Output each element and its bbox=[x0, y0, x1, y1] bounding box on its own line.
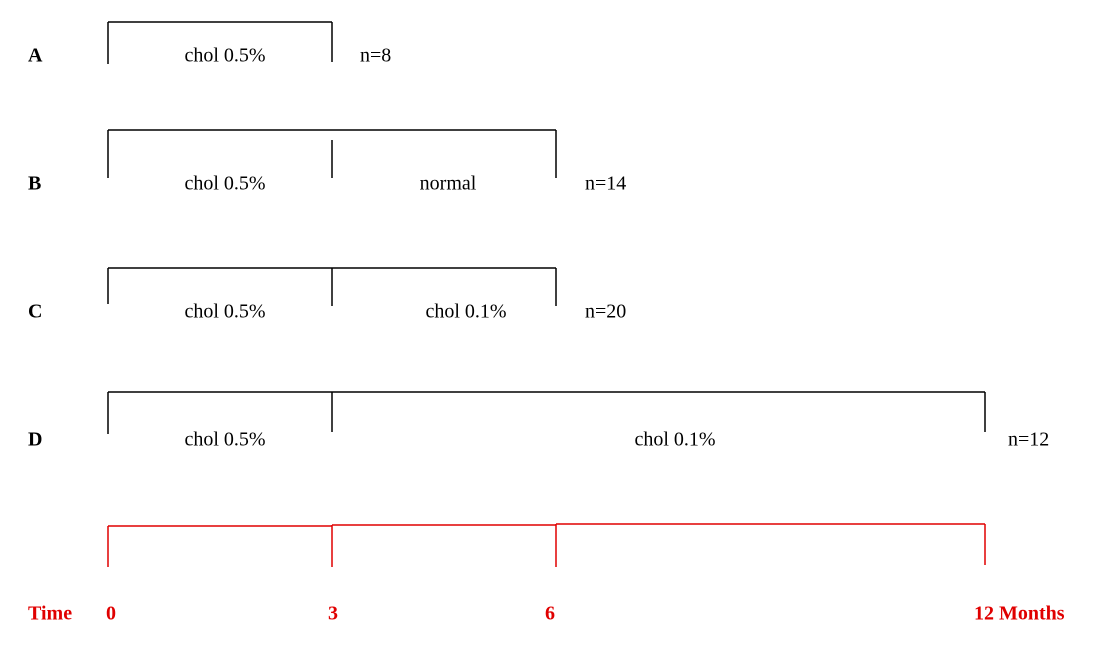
group-a-brackets bbox=[107, 21, 333, 64]
timeline-label: Time bbox=[28, 603, 72, 625]
segment-label: chol 0.1% bbox=[425, 301, 506, 323]
time-tick-label: 0 bbox=[106, 603, 116, 625]
segment-label: chol 0.5% bbox=[184, 173, 265, 195]
group-b-brackets bbox=[107, 129, 557, 178]
time-tick-label: 6 bbox=[545, 603, 555, 625]
group-size: n=14 bbox=[585, 173, 626, 195]
timeline-brackets bbox=[107, 523, 986, 567]
segment-label: chol 0.5% bbox=[184, 45, 265, 67]
group-label: D bbox=[28, 429, 42, 451]
group-size: n=12 bbox=[1008, 429, 1049, 451]
group-label: C bbox=[28, 301, 42, 323]
segment-label: chol 0.1% bbox=[634, 429, 715, 451]
time-tick-label: 12 Months bbox=[974, 603, 1065, 625]
group-label: B bbox=[28, 173, 41, 195]
segment-label: chol 0.5% bbox=[184, 301, 265, 323]
group-size: n=20 bbox=[585, 301, 626, 323]
segment-label: chol 0.5% bbox=[184, 429, 265, 451]
group-c-brackets bbox=[107, 267, 557, 306]
group-d-brackets bbox=[107, 391, 986, 434]
time-tick-label: 3 bbox=[328, 603, 338, 625]
group-label: A bbox=[28, 45, 43, 67]
segment-label: normal bbox=[420, 173, 477, 195]
group-size: n=8 bbox=[360, 45, 391, 67]
